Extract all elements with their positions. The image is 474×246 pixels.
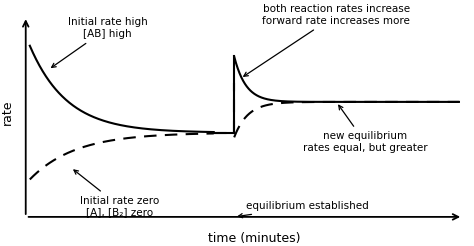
Text: both reaction rates increase
forward rate increases more: both reaction rates increase forward rat… — [244, 4, 410, 76]
Text: new equilibrium
rates equal, but greater: new equilibrium rates equal, but greater — [302, 105, 427, 153]
Text: Initial rate high
[AB] high: Initial rate high [AB] high — [52, 17, 147, 67]
Text: equilibrium established: equilibrium established — [238, 201, 369, 218]
Text: rate: rate — [1, 100, 14, 125]
Text: time (minutes): time (minutes) — [209, 232, 301, 245]
Text: Initial rate zero
[A], [B₂] zero: Initial rate zero [A], [B₂] zero — [74, 170, 159, 217]
